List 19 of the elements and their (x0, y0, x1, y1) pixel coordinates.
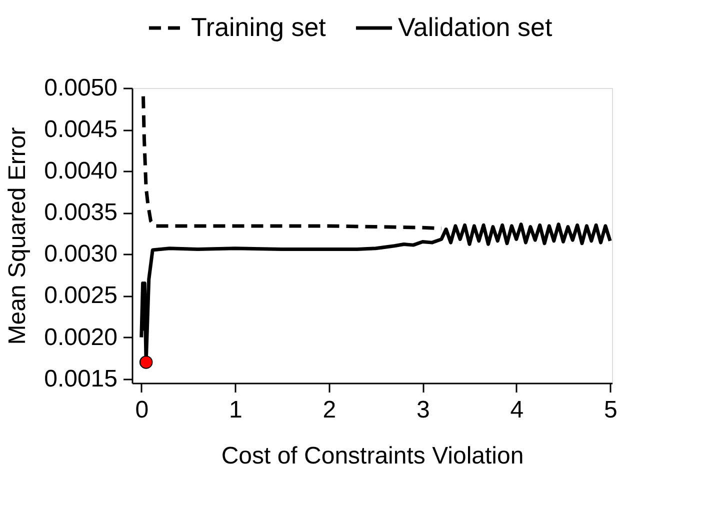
y-tick-label: 0.0045 (44, 116, 118, 144)
x-tick-label: 5 (604, 396, 618, 424)
y-tick-label: 0.0035 (44, 199, 118, 226)
x-tick-label: 0 (135, 396, 149, 424)
x-tick-label: 4 (510, 396, 524, 424)
x-axis-title: Cost of Constraints Violation (221, 442, 524, 470)
legend-label: Validation set (398, 12, 553, 42)
y-tick-label: 0.0030 (44, 240, 118, 268)
x-tick-label: 1 (228, 396, 242, 424)
y-tick-label: 0.0040 (44, 158, 118, 185)
y-tick-label: 0.0015 (44, 365, 118, 392)
x-tick-label: 2 (322, 396, 336, 424)
legend-label: Training set (191, 12, 327, 42)
y-tick-label: 0.0025 (44, 282, 118, 310)
line-series (142, 94, 444, 230)
y-tick-label: 0.0020 (44, 324, 118, 351)
y-axis-title: Mean Squared Error (4, 127, 32, 345)
x-tick-label: 3 (416, 396, 430, 424)
y-tick-label: 0.0050 (44, 74, 118, 102)
